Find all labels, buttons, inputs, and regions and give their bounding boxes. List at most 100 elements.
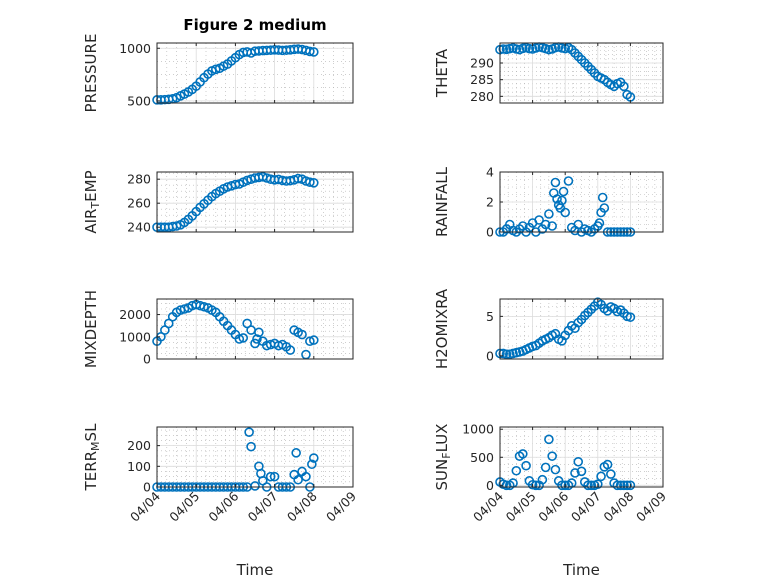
y-tick-label: 0 xyxy=(143,480,151,495)
data-point xyxy=(573,456,584,467)
x-tick-label: 04/07 xyxy=(245,489,281,525)
data-point xyxy=(557,195,567,206)
data-point xyxy=(246,441,256,452)
data-point xyxy=(534,215,544,225)
data-point xyxy=(547,451,557,461)
x-axis-label: Time xyxy=(562,561,600,579)
x-tick-label: 04/08 xyxy=(600,488,636,524)
data-point xyxy=(550,177,561,188)
y-tick-label: 1000 xyxy=(119,329,151,344)
data-point xyxy=(594,218,605,228)
data-point xyxy=(308,47,319,57)
subplot-mixdepth: 0 1000 2000 MIXDEPTH xyxy=(82,290,354,368)
subplot-rainfall: 0 2 4 RAINFALL xyxy=(433,165,664,240)
y-tick-label: 500 xyxy=(470,450,494,465)
x-tick-label: 04/04 xyxy=(470,488,506,524)
data-point xyxy=(521,460,531,471)
data-point xyxy=(252,334,262,344)
axes-frame xyxy=(499,298,664,360)
y-tick-label: 2 xyxy=(486,195,494,210)
data-point xyxy=(619,480,629,491)
data-point xyxy=(592,479,603,489)
y-axis-label: RAINFALL xyxy=(433,166,451,237)
data-point xyxy=(511,465,522,476)
data-point xyxy=(501,349,512,360)
data-point xyxy=(518,449,528,459)
data-point xyxy=(612,480,623,491)
subplot-air-temp: 240 260 280 AIRTEMP xyxy=(82,170,354,235)
axes-background xyxy=(156,426,354,488)
data-point xyxy=(544,209,554,219)
x-tick-label: 04/09 xyxy=(633,488,669,524)
y-axis-label: TERRMSL xyxy=(82,423,102,492)
data-point xyxy=(599,203,610,213)
data-point xyxy=(537,474,548,485)
y-tick-label: 1000 xyxy=(119,41,151,56)
data-point xyxy=(307,459,317,470)
data-point xyxy=(625,312,636,322)
x-tick-label: 04/06 xyxy=(535,488,571,524)
data-point xyxy=(619,81,629,92)
data-point xyxy=(586,480,597,491)
data-point xyxy=(179,304,190,314)
axes-frame xyxy=(499,42,664,104)
y-axis-label: PRESSURE xyxy=(82,34,100,113)
data-point xyxy=(547,221,557,231)
data-point xyxy=(305,336,315,347)
data-point xyxy=(301,471,311,482)
data-point xyxy=(558,186,569,197)
data-point xyxy=(570,468,580,478)
y-axis-label: MIXDEPTH xyxy=(82,290,100,368)
data-point xyxy=(285,345,296,355)
y-tick-label: 260 xyxy=(127,196,151,211)
subplot-h2omixra: 0 5 H2OMIXRA xyxy=(433,288,664,369)
data-point xyxy=(606,469,616,479)
x-tick-label: 04/09 xyxy=(323,488,359,524)
data-point xyxy=(560,480,571,491)
x-tick-label: 04/05 xyxy=(503,489,539,525)
x-tick-label: 04/05 xyxy=(166,489,202,525)
y-tick-label: 240 xyxy=(127,220,151,235)
data-point xyxy=(560,207,571,218)
subplot-pressure: 500 1000 PRESSURE Figure 2 medium xyxy=(82,16,354,113)
data-point xyxy=(250,481,260,491)
x-tick-label: 04/07 xyxy=(568,489,604,525)
data-point xyxy=(308,453,319,463)
data-point xyxy=(308,335,319,345)
data-point xyxy=(238,333,249,343)
y-tick-label: 0 xyxy=(486,348,494,363)
y-tick-label: 1000 xyxy=(462,422,494,437)
data-point xyxy=(305,46,315,57)
y-tick-label: 285 xyxy=(470,72,494,87)
data-point xyxy=(293,474,303,485)
data-point xyxy=(297,329,307,340)
data-point xyxy=(557,480,567,491)
data-point xyxy=(544,434,554,445)
x-tick-label: 04/08 xyxy=(284,488,320,524)
data-point xyxy=(305,177,315,187)
axes-frame xyxy=(156,171,354,233)
data-point xyxy=(244,427,254,437)
y-tick-label: 0 xyxy=(143,352,151,367)
y-tick-label: 2000 xyxy=(119,307,151,322)
data-point xyxy=(622,480,632,491)
data-point xyxy=(576,466,587,477)
data-point xyxy=(291,448,301,458)
data-point xyxy=(498,44,509,54)
data-point xyxy=(563,176,574,186)
data-point xyxy=(602,459,613,470)
y-axis-label: AIRTEMP xyxy=(82,170,102,233)
axes-background xyxy=(499,298,664,360)
y-tick-label: 0 xyxy=(486,478,494,493)
axes-frame xyxy=(156,426,354,488)
data-point xyxy=(171,221,182,231)
data-point xyxy=(308,178,319,188)
data-point xyxy=(550,464,561,475)
data-point xyxy=(597,192,608,203)
y-tick-label: 0 xyxy=(486,225,494,240)
data-point xyxy=(265,471,276,482)
chart-title: Figure 2 medium xyxy=(183,16,326,34)
